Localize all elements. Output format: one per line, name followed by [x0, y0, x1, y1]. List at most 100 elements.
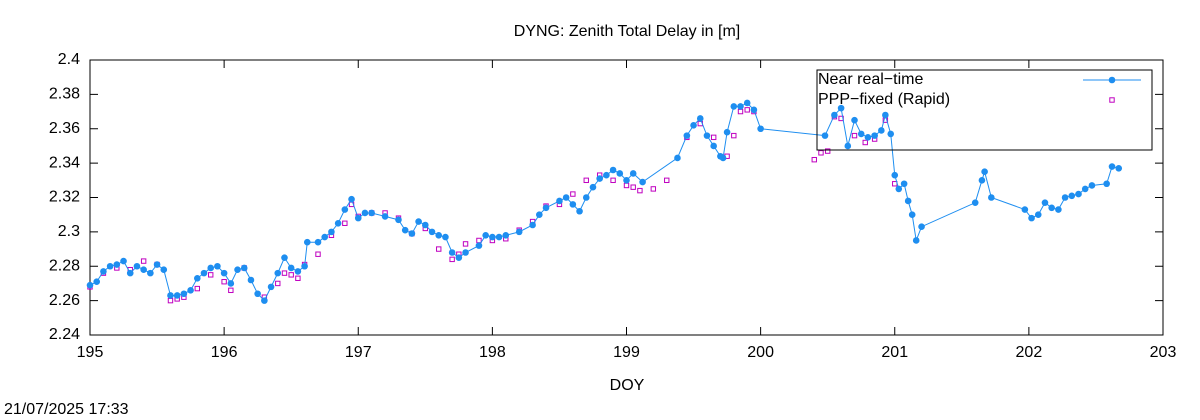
point: [341, 206, 349, 213]
point: [495, 233, 503, 241]
point: [274, 269, 282, 277]
point: [395, 216, 402, 224]
point: [710, 134, 717, 141]
point: [683, 132, 691, 139]
chart-title: DYNG: Zenith Total Delay in [m]: [514, 23, 740, 40]
point: [147, 269, 154, 277]
point: [489, 233, 496, 241]
point: [878, 127, 885, 134]
point: [482, 232, 489, 239]
point: [912, 237, 920, 244]
point: [650, 186, 657, 192]
point: [857, 130, 865, 138]
point: [288, 272, 294, 278]
point: [1088, 182, 1096, 189]
point: [629, 170, 637, 177]
point: [674, 154, 681, 162]
point: [576, 207, 583, 215]
point: [723, 128, 731, 136]
point: [173, 292, 181, 299]
y-tick-label: 2.26: [49, 292, 80, 309]
point: [328, 228, 335, 236]
legend-marker: [1109, 97, 1115, 103]
point: [1061, 194, 1069, 201]
point: [140, 266, 147, 273]
point: [207, 264, 215, 272]
point: [428, 228, 436, 236]
point: [422, 221, 429, 229]
point: [703, 132, 711, 139]
x-tick-label: 203: [1150, 344, 1177, 361]
point: [603, 171, 610, 179]
point: [542, 204, 550, 212]
point: [140, 258, 147, 264]
y-tick-label: 2.28: [49, 257, 80, 274]
point: [208, 272, 214, 278]
point: [287, 264, 295, 272]
point: [719, 154, 727, 162]
point: [267, 283, 275, 291]
point: [348, 195, 355, 203]
point: [408, 230, 416, 237]
point: [1108, 163, 1116, 170]
point: [462, 249, 469, 256]
point: [167, 292, 174, 299]
point: [187, 287, 194, 294]
point: [862, 139, 868, 146]
point: [757, 125, 764, 133]
point: [978, 177, 986, 184]
point: [623, 177, 630, 184]
point: [194, 285, 201, 292]
point: [449, 256, 455, 263]
point: [730, 103, 738, 110]
point: [918, 223, 925, 231]
point: [609, 166, 617, 174]
x-tick-label: 198: [479, 344, 506, 361]
point: [664, 177, 670, 184]
point: [690, 122, 697, 129]
point: [502, 232, 510, 239]
point: [120, 257, 127, 265]
point: [401, 226, 409, 234]
y-tick-label: 2.34: [49, 154, 80, 171]
point: [821, 132, 829, 139]
point: [1048, 204, 1055, 212]
point: [1028, 214, 1035, 222]
point: [153, 261, 161, 268]
point: [988, 194, 995, 201]
point: [254, 290, 261, 298]
legend-box: [816, 69, 1153, 151]
point: [381, 213, 389, 220]
point: [1021, 206, 1029, 213]
y-tick-label: 2.3: [58, 223, 80, 240]
point: [737, 103, 744, 110]
point: [844, 142, 852, 150]
legend-label: PPP−fixed (Rapid): [818, 91, 950, 108]
point: [731, 132, 737, 139]
point: [321, 233, 329, 241]
point: [354, 214, 362, 222]
x-tick-label: 197: [345, 344, 372, 361]
point: [240, 264, 248, 272]
point: [234, 266, 241, 273]
point: [1081, 185, 1089, 193]
point: [1034, 211, 1042, 218]
point: [448, 249, 456, 256]
x-tick-label: 195: [77, 344, 104, 361]
point: [1068, 192, 1076, 200]
point: [900, 180, 908, 188]
point: [837, 104, 845, 112]
point: [200, 269, 208, 277]
point: [247, 276, 255, 284]
point: [891, 171, 899, 179]
point: [536, 211, 543, 218]
x-tick-label: 200: [747, 344, 774, 361]
point: [710, 142, 717, 150]
point: [214, 262, 221, 270]
point: [1075, 190, 1082, 198]
point: [851, 116, 858, 124]
point: [228, 287, 234, 294]
plot-frame: [89, 59, 1164, 336]
